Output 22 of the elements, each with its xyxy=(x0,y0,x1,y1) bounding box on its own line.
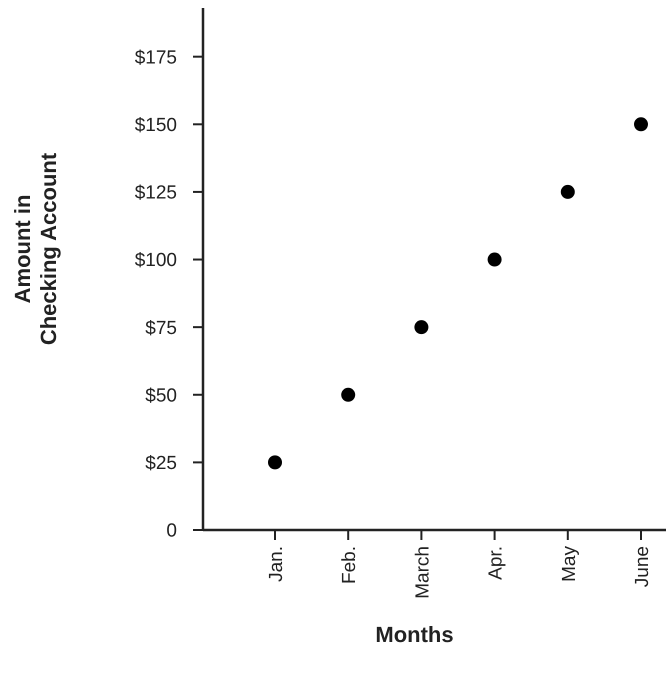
y-tick-label: $25 xyxy=(145,453,177,474)
point xyxy=(634,117,648,132)
point xyxy=(560,184,575,199)
point xyxy=(488,252,502,267)
y-axis-title: Amount in Checking Account xyxy=(10,152,61,346)
point xyxy=(341,388,356,402)
x-axis-title: Months xyxy=(375,622,454,647)
y-tick-label: 0 xyxy=(166,520,177,542)
x-tick-label: March xyxy=(412,546,434,599)
point xyxy=(414,320,428,334)
point xyxy=(268,455,282,470)
y-tick-label: $75 xyxy=(145,318,177,339)
x-tick-label: Jan. xyxy=(266,546,287,582)
y-tick-label: $175 xyxy=(134,47,177,68)
y-tick-label: $125 xyxy=(134,182,177,204)
y-tick-label: $100 xyxy=(134,250,177,272)
x-tick-label: Feb. xyxy=(339,546,360,584)
x-tick-label: Apr. xyxy=(486,546,507,580)
x-tick-label: June xyxy=(632,546,653,588)
x-tick-label: May xyxy=(558,546,580,582)
y-tick-label: $150 xyxy=(134,114,177,136)
y-tick-label: $50 xyxy=(145,385,177,406)
